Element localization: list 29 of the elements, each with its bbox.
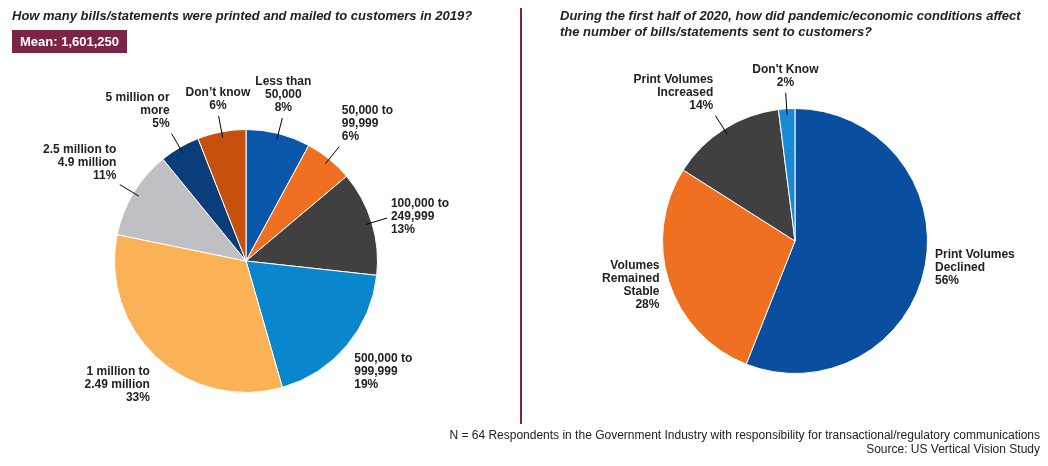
data-label: 28% — [635, 296, 660, 311]
chart-title: How many bills/statements were printed and mailed to customers in 2019? — [12, 8, 474, 24]
slice-label: Don't Know — [752, 61, 820, 76]
chart-title: During the first half of 2020, how did pandemic/economic conditions affect the number of bills/statements sent to customers? — [560, 8, 1022, 40]
slice-label: Print Volumes Declined — [934, 247, 1016, 275]
data-label: 14% — [689, 98, 714, 113]
slice-label: 100,000 to 249,999 — [390, 196, 449, 224]
slice-label: Print Volumes Increased — [633, 72, 714, 100]
slice-label: Less than 50,000 — [255, 73, 312, 101]
slice-label: Don’t know — [185, 84, 251, 99]
slice-label: Volumes Remained Stable — [602, 257, 660, 298]
text: N = 64 Respondents in the Government Industry with responsibility for transactional/regulatory communications — [449, 428, 1040, 442]
data-label: 13% — [390, 222, 416, 237]
slice-label: 50,000 to 99,999 — [341, 103, 394, 131]
data-label: 5% — [152, 116, 170, 130]
data-label: 2% — [776, 74, 795, 89]
data-label: 11% — [93, 168, 117, 183]
data-label: 19% — [354, 376, 379, 391]
data-label: 56% — [934, 273, 960, 288]
source-note: Source: US Vertical Vision Study — [865, 442, 1040, 456]
slice-label: 5 million or more — [105, 90, 170, 117]
data-label: 33% — [125, 389, 151, 404]
slice-label: 1 million to 2.49 million — [84, 363, 150, 391]
slice-label: 2.5 million to 4.9 million — [43, 142, 117, 170]
data-label: 6% — [209, 97, 227, 112]
slice-label: 500,000 to 999,999 — [354, 350, 413, 378]
data-label: 8% — [274, 99, 293, 114]
data-label: 6% — [341, 129, 360, 144]
text: Mean: 1,601,250 — [12, 30, 128, 53]
